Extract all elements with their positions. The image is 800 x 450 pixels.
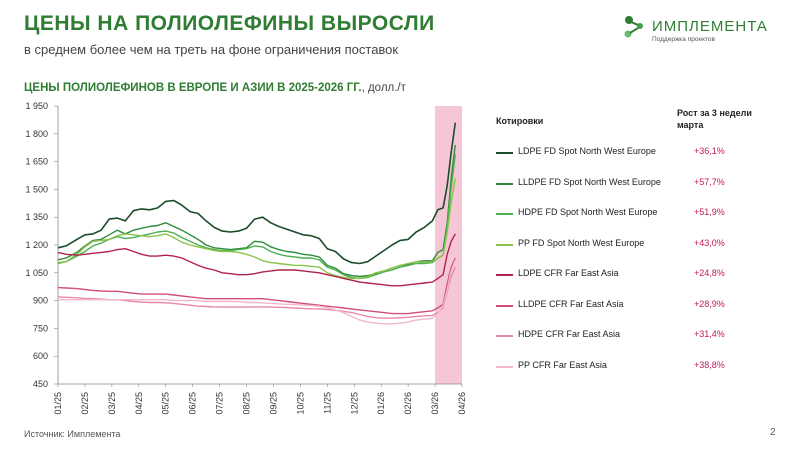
x-tick-label: 03/26 — [430, 392, 440, 415]
legend-item: LDPE FD Spot North West Europe +36,1% — [496, 146, 776, 160]
company-logo: ИМПЛЕМЕНТА Поддержка проектов — [620, 12, 785, 46]
x-tick-label: 01/26 — [376, 392, 386, 415]
y-tick-label: 1 500 — [25, 184, 48, 194]
legend-label: HDPE FD Spot North West Europe — [518, 207, 658, 217]
chart-title-text: ЦЕНЫ ПОЛИОЛЕФИНОВ В ЕВРОПЕ И АЗИИ В 2025… — [24, 82, 362, 94]
legend-growth-value: +31,4% — [694, 329, 725, 339]
x-tick-label: 04/25 — [134, 392, 144, 415]
legend-header-growth: Рост за 3 недели марта — [677, 108, 752, 130]
page-number: 2 — [770, 427, 776, 438]
legend-growth-value: +51,9% — [694, 207, 725, 217]
y-tick-label: 1 200 — [25, 240, 48, 250]
legend-growth-value: +57,7% — [694, 176, 725, 187]
x-tick-label: 07/25 — [215, 392, 225, 415]
y-tick-label: 1 350 — [25, 212, 48, 222]
legend-item: PP CFR Far East Asia +38,8% — [496, 360, 776, 374]
legend-growth-value: +28,9% — [694, 298, 725, 309]
logo-name: ИМПЛЕМЕНТА — [652, 18, 768, 35]
legend-growth-value: +24,8% — [694, 268, 725, 278]
x-tick-label: 03/25 — [107, 392, 117, 415]
x-tick-label: 12/25 — [349, 392, 359, 415]
y-tick-label: 1 950 — [25, 101, 48, 111]
legend-item: HDPE CFR Far East Asia +31,4% — [496, 329, 776, 343]
x-tick-label: 09/25 — [268, 392, 278, 415]
legend-label: PP FD Spot North West Europe — [518, 237, 645, 248]
legend-growth-value: +36,1% — [694, 146, 725, 156]
x-tick-label: 10/25 — [295, 392, 305, 415]
x-tick-label: 08/25 — [242, 392, 252, 415]
legend-label: LLDPE FD Spot North West Europe — [518, 176, 661, 187]
legend-swatch — [496, 274, 513, 276]
legend-swatch — [496, 213, 513, 215]
y-tick-label: 600 — [33, 351, 48, 361]
y-tick-label: 450 — [33, 379, 48, 389]
legend-label: HDPE CFR Far East Asia — [518, 329, 621, 339]
legend-swatch — [496, 335, 513, 337]
y-tick-label: 900 — [33, 296, 48, 306]
series-line — [57, 178, 456, 280]
logo-mark-icon — [624, 16, 643, 38]
legend-swatch — [496, 304, 513, 307]
legend-item: LLDPE CFR Far East Asia +28,9% — [496, 299, 776, 313]
y-tick-label: 1 800 — [25, 129, 48, 139]
highlight-band — [435, 106, 462, 384]
page-subtitle: в среднем более чем на треть на фоне огр… — [24, 42, 399, 57]
line-chart: 1 950 1 800 1 650 1 500 1 350 1 200 1 050 900 75… — [25, 101, 467, 415]
logo-tagline: Поддержка проектов — [652, 36, 715, 43]
series-line — [57, 233, 456, 287]
series-line — [57, 154, 456, 280]
y-tick-label: 750 — [33, 323, 48, 333]
x-tick-label: 05/25 — [161, 392, 171, 415]
legend-label: LDPE FD Spot North West Europe — [518, 146, 656, 156]
legend-item: LLDPE FD Spot North West Europe +57,7% — [496, 177, 776, 191]
series-line — [57, 266, 456, 319]
y-tick-label: 1 050 — [25, 268, 48, 278]
page-title: ЦЕНЫ НА ПОЛИОЛЕФИНЫ ВЫРОСЛИ — [24, 12, 435, 35]
legend-item: PP FD Spot North West Europe +43,0% — [496, 238, 776, 252]
legend-swatch — [496, 152, 513, 154]
legend-item: HDPE FD Spot North West Europe +51,9% — [496, 207, 776, 221]
chart-unit: , долл./т — [361, 82, 406, 94]
legend-growth-value: +43,0% — [694, 237, 725, 248]
x-tick-label: 01/25 — [53, 392, 63, 415]
series-line — [57, 144, 456, 278]
legend-label: LLDPE CFR Far East Asia — [518, 298, 624, 309]
legend-label: PP CFR Far East Asia — [518, 359, 607, 370]
series-line — [58, 259, 456, 325]
legend-label: LDPE CFR Far East Asia — [518, 268, 619, 278]
legend-swatch — [496, 182, 513, 185]
legend-growth-value: +38,8% — [694, 359, 725, 370]
chart-title: ЦЕНЫ ПОЛИОЛЕФИНОВ В ЕВРОПЕ И АЗИИ В 2025… — [24, 82, 406, 94]
legend-swatch — [496, 365, 513, 368]
series-line — [57, 257, 456, 315]
x-tick-label: 04/26 — [457, 392, 467, 415]
legend-header-quotes: Котировки — [496, 116, 544, 126]
x-tick-label: 02/26 — [403, 392, 413, 415]
source-note: Источник: Имплемента — [24, 429, 121, 439]
x-tick-label: 11/25 — [322, 392, 332, 414]
y-tick-label: 1 650 — [25, 157, 48, 167]
legend-swatch — [496, 243, 513, 246]
x-tick-label: 02/25 — [80, 392, 90, 415]
x-tick-label: 06/25 — [188, 392, 198, 415]
legend-item: LDPE CFR Far East Asia +24,8% — [496, 268, 776, 282]
series-line — [57, 122, 457, 265]
